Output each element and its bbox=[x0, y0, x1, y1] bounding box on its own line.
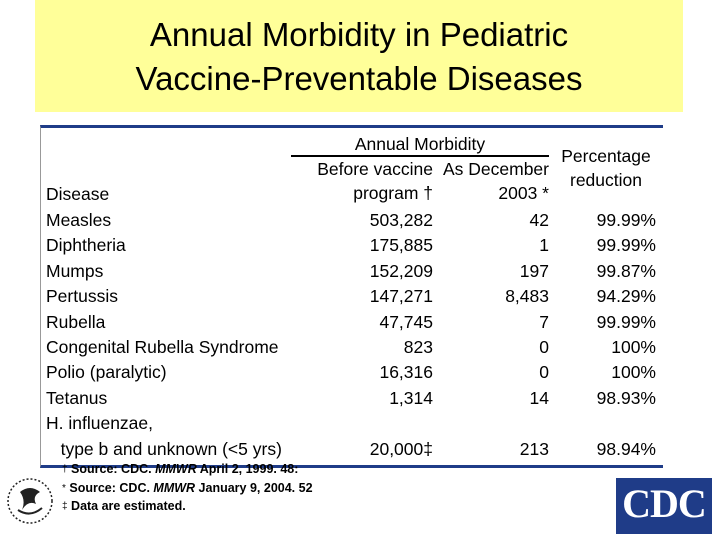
table: Annual Morbidity Disease Before vaccine pro… bbox=[40, 125, 663, 468]
cell-reduction: 99.99% bbox=[596, 311, 656, 332]
title-box: Annual Morbidity in Pediatric Vaccine-Pre… bbox=[35, 0, 683, 112]
header: reduction bbox=[570, 170, 642, 190]
cell-before: 503,282 bbox=[369, 210, 433, 230]
cell-after: 197 bbox=[519, 260, 549, 281]
cell-after: 14 bbox=[529, 387, 549, 408]
disease: Measles bbox=[46, 210, 112, 230]
cell-reduction: 99.87% bbox=[596, 260, 656, 281]
footnote-marker: † bbox=[62, 464, 68, 475]
disease: Congenital Rubella Syndrome bbox=[46, 337, 279, 357]
header-rule bbox=[291, 155, 549, 157]
disease: Tetanus bbox=[46, 387, 108, 408]
header: Disease bbox=[46, 184, 110, 204]
cell-after: 0 bbox=[539, 337, 549, 357]
cell-before: 1,314 bbox=[389, 387, 433, 408]
cell-before: 47,745 bbox=[379, 311, 433, 332]
cell-after: 7 bbox=[539, 311, 549, 332]
cell-before: 823 bbox=[403, 337, 433, 357]
cell-after: 1 bbox=[539, 235, 549, 256]
title-line: Vaccine-Preventable Diseases bbox=[135, 60, 583, 97]
cell-before: 147,271 bbox=[369, 286, 433, 307]
cell-after: 213 bbox=[519, 438, 549, 459]
header: program † bbox=[353, 183, 433, 203]
disease: Mumps bbox=[46, 260, 104, 281]
footnote-text: April 2, 1999. 48: bbox=[196, 462, 299, 476]
footnote-italic: MMWR bbox=[155, 462, 197, 476]
cell-before: 20,000‡ bbox=[369, 438, 433, 459]
cell-after: 42 bbox=[529, 210, 549, 230]
footnote-marker: * bbox=[62, 482, 66, 494]
footnote-marker: ‡ bbox=[62, 501, 68, 512]
footnote-text: Source: CDC. bbox=[65, 480, 154, 495]
footnote-text: Source: CDC. bbox=[67, 462, 156, 476]
footnote-text: January 9, 2004. 52 bbox=[195, 480, 313, 495]
footnote: * Source: CDC. MMWR January 9, 2004. 52 bbox=[62, 481, 313, 495]
disease: H. influenzae, bbox=[46, 413, 154, 434]
header: As December bbox=[442, 159, 549, 179]
footnote: ‡ Data are estimated. bbox=[62, 499, 186, 513]
disease: Rubella bbox=[46, 311, 106, 332]
disease: Diphtheria bbox=[46, 235, 126, 256]
header: Percentage bbox=[561, 146, 651, 166]
cell-before: 175,885 bbox=[369, 235, 433, 256]
disease: Polio (paralytic) bbox=[46, 362, 167, 383]
hhs-logo bbox=[7, 478, 53, 524]
cell-before: 16,316 bbox=[379, 362, 433, 383]
footnote-italic: MMWR bbox=[153, 480, 196, 495]
footnote: † Source: CDC. MMWR April 2, 1999. 48: bbox=[62, 462, 298, 476]
header: 2003 * bbox=[498, 183, 549, 203]
cell-after: 0 bbox=[539, 362, 549, 383]
cell-before: 152,209 bbox=[369, 260, 433, 281]
group-header: Annual Morbidity bbox=[354, 134, 486, 154]
cell-reduction: 98.94% bbox=[596, 438, 656, 459]
title-line: Annual Morbidity in Pediatric bbox=[149, 16, 569, 53]
logo-text: CDC bbox=[622, 481, 707, 526]
cell-after: 8,483 bbox=[505, 286, 549, 307]
footnote-text: Data are estimated. bbox=[67, 499, 186, 513]
cdc-logo: CDC bbox=[616, 478, 712, 534]
cell-reduction: 99.99% bbox=[596, 235, 656, 256]
cell-reduction: 94.29% bbox=[596, 286, 656, 307]
cell-reduction: 99.99% bbox=[596, 210, 656, 230]
disease: type b and unknown (<5 yrs) bbox=[46, 438, 282, 459]
cell-reduction: 98.93% bbox=[596, 387, 656, 408]
disease: Pertussis bbox=[46, 286, 118, 307]
header: Before vaccine bbox=[317, 159, 433, 179]
cell-reduction: 100% bbox=[611, 337, 656, 357]
cell-reduction: 100% bbox=[611, 362, 656, 383]
